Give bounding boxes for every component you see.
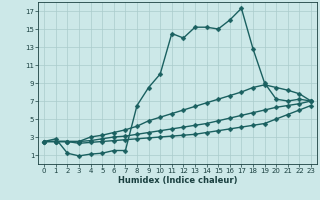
- X-axis label: Humidex (Indice chaleur): Humidex (Indice chaleur): [118, 176, 237, 185]
